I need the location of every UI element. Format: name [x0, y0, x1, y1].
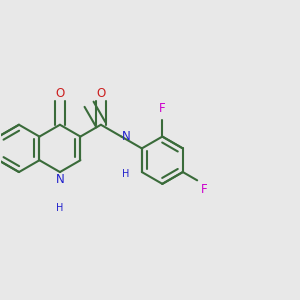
- Text: O: O: [96, 86, 106, 100]
- Text: O: O: [55, 86, 64, 100]
- Text: H: H: [56, 202, 64, 213]
- Text: F: F: [201, 183, 208, 196]
- Text: F: F: [159, 102, 166, 115]
- Text: N: N: [122, 130, 131, 143]
- Text: N: N: [56, 173, 64, 186]
- Text: H: H: [122, 169, 129, 179]
